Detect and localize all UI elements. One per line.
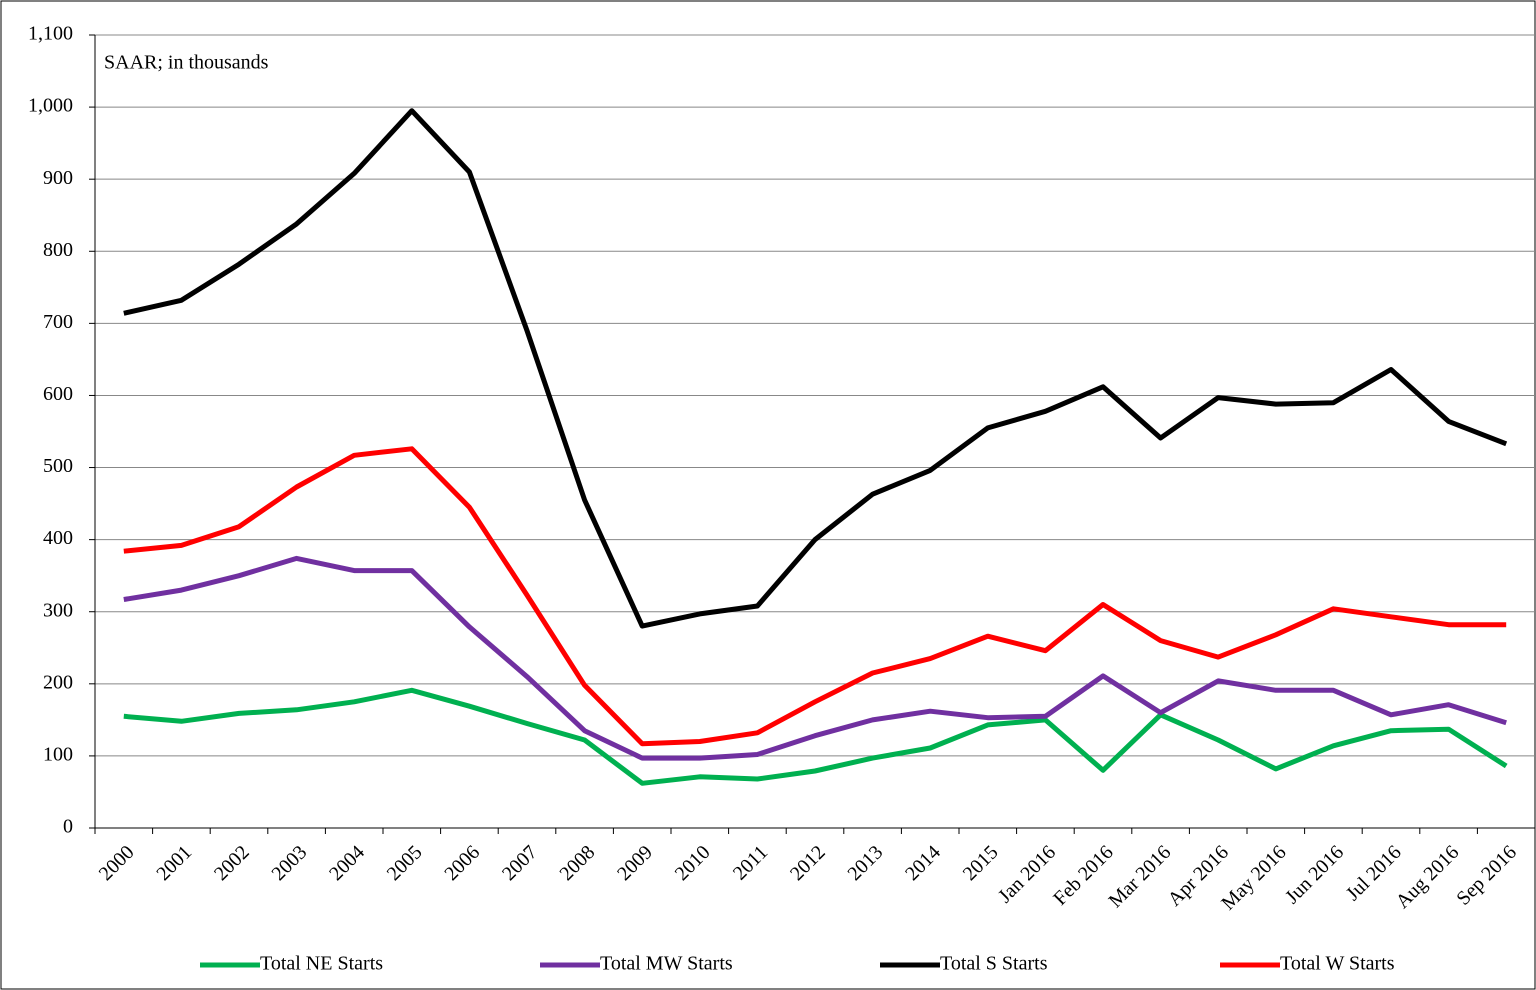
y-tick-label: 500 [43,455,73,477]
annotation: SAAR; in thousands [104,52,269,74]
y-tick-label: 800 [43,239,73,261]
legend-label: Total S Starts [940,953,1048,975]
y-tick-label: 300 [43,599,73,621]
legend-label: Total W Starts [1280,953,1395,975]
y-tick-label: 600 [43,383,73,405]
y-tick-label: 1,000 [28,95,73,117]
series-line [123,555,1507,761]
legend-label: Total MW Starts [600,953,733,975]
series-line [123,687,1508,786]
series-line [123,108,1508,629]
y-tick-label: 1,100 [28,23,73,45]
y-tick-label: 0 [63,816,73,838]
y-tick-label: 100 [43,744,73,766]
y-tick-label: 900 [43,167,73,189]
series-line [123,446,1507,747]
y-tick-label: 200 [43,671,73,693]
legend-label: Total NE Starts [260,953,383,975]
y-tick-label: 400 [43,527,73,549]
y-tick-label: 700 [43,311,73,333]
